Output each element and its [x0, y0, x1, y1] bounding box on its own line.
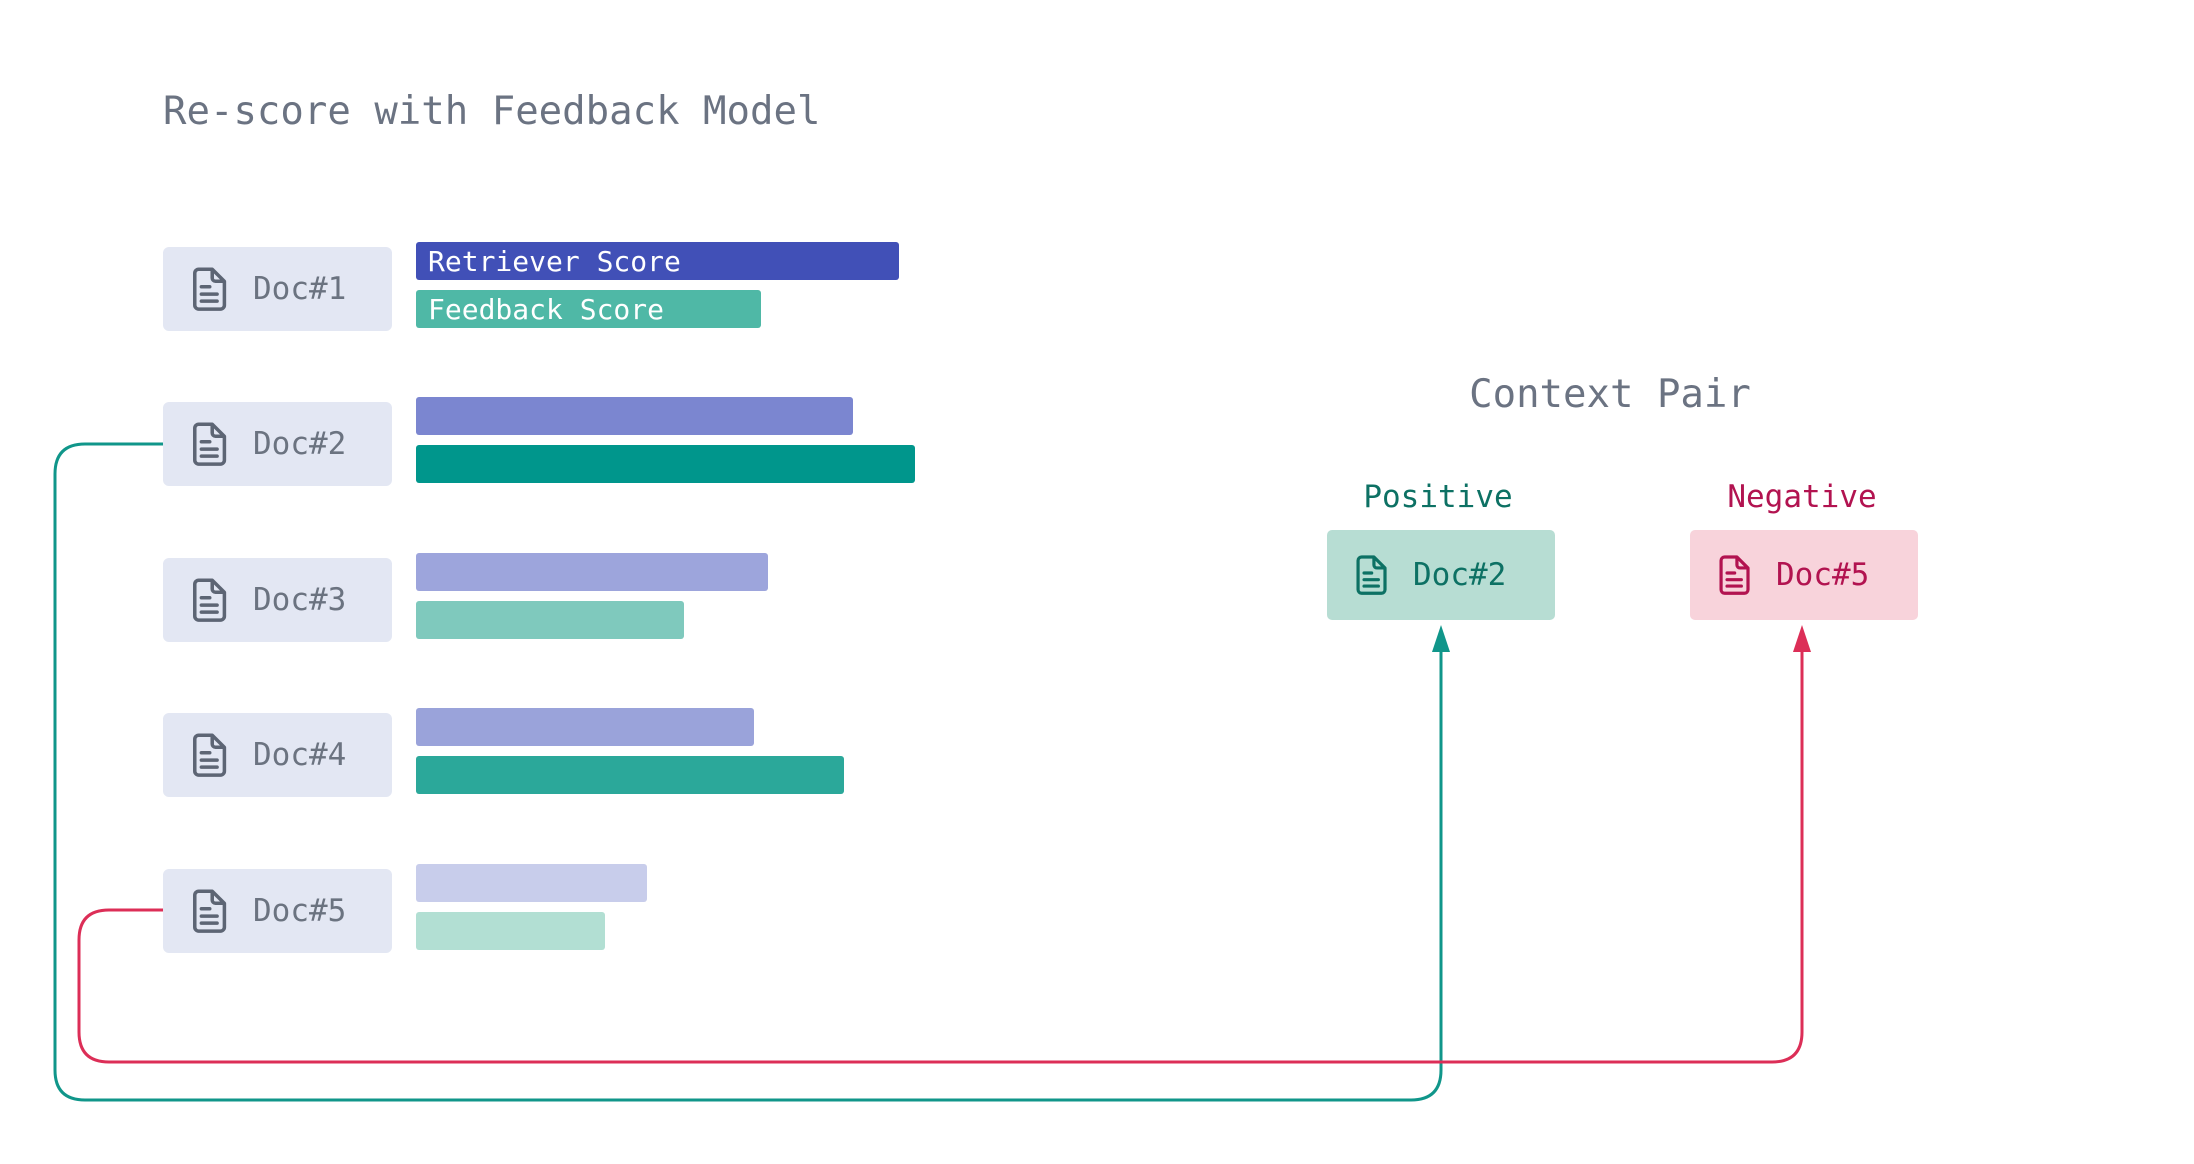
score-bars [416, 553, 768, 639]
doc-card-4: Doc#4 [163, 713, 392, 797]
score-bars [416, 864, 647, 950]
doc-label: Doc#1 [253, 271, 347, 307]
negative-doc-card: Doc#5 [1690, 530, 1918, 620]
doc-label: Doc#3 [253, 582, 347, 618]
feedback-score-bar [416, 912, 605, 950]
retriever-score-bar [416, 397, 853, 435]
doc-label: Doc#4 [253, 737, 347, 773]
retriever-score-bar [416, 553, 768, 591]
positive-arrowhead-icon [1432, 625, 1450, 652]
document-icon [1718, 555, 1750, 595]
feedback-score-bar [416, 601, 684, 639]
document-icon [191, 578, 227, 622]
doc-card-5: Doc#5 [163, 869, 392, 953]
document-icon [191, 422, 227, 466]
negative-arrowhead-icon [1793, 625, 1811, 652]
retriever-score-bar [416, 708, 754, 746]
retriever-score-bar [416, 864, 647, 902]
document-icon [191, 733, 227, 777]
score-bars: Retriever Score Feedback Score [416, 242, 899, 328]
negative-doc-label: Doc#5 [1776, 557, 1870, 593]
diagram-title: Re-score with Feedback Model [163, 89, 821, 134]
score-bars [416, 397, 915, 483]
feedback-score-bar [416, 445, 915, 483]
doc-label: Doc#2 [253, 426, 347, 462]
feedback-score-bar: Feedback Score [416, 290, 761, 328]
doc-card-3: Doc#3 [163, 558, 392, 642]
feedback-score-bar-label: Feedback Score [428, 292, 665, 326]
retriever-score-bar: Retriever Score [416, 242, 899, 280]
score-bars [416, 708, 844, 794]
positive-doc-card: Doc#2 [1327, 530, 1555, 620]
document-icon [191, 889, 227, 933]
document-icon [1355, 555, 1387, 595]
context-pair-title: Context Pair [1469, 372, 1751, 417]
retriever-score-bar-label: Retriever Score [428, 244, 681, 278]
positive-doc-label: Doc#2 [1413, 557, 1507, 593]
doc-card-2: Doc#2 [163, 402, 392, 486]
doc-label: Doc#5 [253, 893, 347, 929]
positive-label: Positive [1363, 479, 1513, 515]
document-icon [191, 267, 227, 311]
feedback-score-bar [416, 756, 844, 794]
doc-card-1: Doc#1 [163, 247, 392, 331]
negative-label: Negative [1727, 479, 1877, 515]
